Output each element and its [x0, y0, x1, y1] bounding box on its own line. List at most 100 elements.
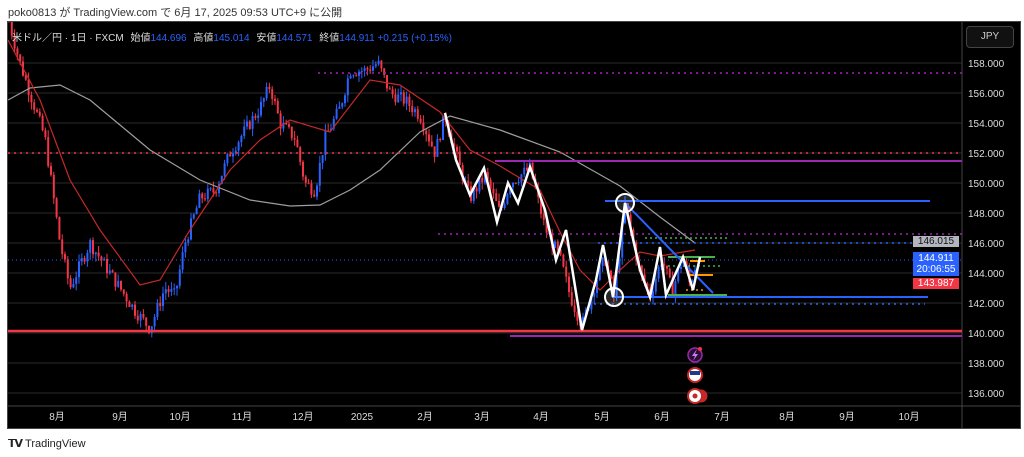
chart-pane[interactable] — [7, 21, 1021, 429]
currency-button[interactable]: JPY — [966, 26, 1014, 48]
candle-body — [531, 162, 534, 179]
candle-body — [610, 270, 612, 279]
symbol-legend: 米ドル／円 · 1日 · FXCM 始値144.696 高値145.014 安値… — [12, 29, 452, 44]
time-axis-label: 5月 — [594, 411, 610, 423]
time-axis-label: 8月 — [49, 411, 65, 423]
candle-body — [164, 289, 167, 294]
candle-body — [556, 241, 559, 250]
candle-body — [206, 188, 209, 200]
candle-body — [64, 254, 66, 260]
candle-body — [542, 213, 545, 220]
candle-body — [478, 177, 481, 192]
candle-body — [408, 96, 411, 107]
ma-long-line — [8, 84, 696, 244]
price-axis-label: 138.000 — [968, 359, 1005, 370]
candle-body — [366, 68, 369, 70]
price-axis-label: 142.000 — [968, 299, 1005, 310]
candle-body — [72, 283, 75, 288]
time-axis-label: 9月 — [112, 411, 128, 423]
candle-body — [624, 203, 626, 223]
candle-body — [388, 88, 391, 90]
candle-body — [467, 180, 470, 187]
candle-body — [10, 22, 13, 36]
candle-body — [590, 296, 593, 310]
candle-body — [358, 71, 360, 76]
candle-body — [503, 203, 506, 209]
candle-body — [332, 118, 335, 129]
tradingview-logo[interactable]: 𝗧𝗩 TradingView — [8, 437, 86, 451]
candle-body — [8, 18, 10, 22]
candle-body — [310, 183, 313, 195]
time-axis-label: 11月 — [232, 411, 252, 423]
candle-body — [346, 78, 349, 96]
plot — [8, 18, 962, 338]
candle-body — [150, 326, 153, 333]
candle-body — [19, 54, 22, 62]
time-axis-label: 10月 — [898, 411, 919, 423]
candle-body — [666, 265, 668, 269]
candle-body — [540, 196, 542, 214]
candle-body — [288, 124, 290, 127]
candle-body — [276, 100, 279, 114]
candle-body — [456, 146, 458, 152]
high-label: 高値 — [193, 33, 214, 44]
symbol-name[interactable]: 米ドル／円 · 1日 · FXCM — [12, 33, 124, 44]
candle-body — [153, 316, 156, 327]
candle-body — [383, 68, 386, 76]
candle-body — [498, 200, 500, 207]
candle-body — [565, 266, 568, 277]
candle-body — [363, 68, 366, 72]
candle-body — [237, 142, 240, 151]
candle-body — [618, 257, 621, 272]
time-axis-label: 2025 — [351, 412, 374, 423]
candle-body — [148, 325, 150, 333]
time-axis-label: 4月 — [533, 411, 549, 423]
candle-body — [512, 182, 514, 188]
candle-body — [47, 137, 50, 167]
high-value: 145.014 — [213, 33, 250, 44]
candle-body — [374, 64, 377, 67]
candle-body — [380, 60, 383, 69]
time-axis-label: 9月 — [839, 411, 855, 423]
candle-body — [492, 188, 495, 194]
low-value: 144.571 — [276, 33, 313, 44]
candle-body — [341, 103, 344, 107]
candle-body — [372, 66, 374, 71]
descending-trendline — [624, 202, 714, 294]
candle-body — [229, 154, 232, 157]
price-axis-label: 150.000 — [968, 179, 1005, 190]
candle-body — [232, 153, 234, 157]
published-info: poko0813 が TradingView.com で 6月 17, 2025… — [8, 7, 343, 19]
candle-body — [526, 167, 528, 171]
candle-body — [61, 239, 64, 255]
candle-body — [615, 271, 618, 297]
candle-body — [489, 179, 492, 189]
candle-body — [509, 187, 512, 195]
candle-body — [134, 304, 136, 316]
candle-body — [416, 109, 419, 119]
time-axis-label: 8月 — [779, 411, 795, 423]
candle-body — [187, 239, 190, 243]
candle-body — [400, 92, 402, 95]
last-price-tag: 144.911 20:06:55 — [913, 252, 959, 276]
candle-body — [296, 139, 299, 148]
candle-body — [223, 163, 226, 176]
candle-body — [204, 198, 206, 200]
candle-body — [201, 193, 204, 199]
candle-body — [646, 283, 649, 289]
candle-body — [321, 155, 324, 163]
candle-body — [654, 278, 657, 292]
candle-body — [226, 154, 229, 164]
candle-body — [136, 315, 139, 321]
price-axis-label: 154.000 — [968, 119, 1005, 130]
candle-body — [414, 109, 416, 113]
candle-body — [274, 98, 276, 101]
candle-body — [422, 122, 425, 131]
candle-body — [677, 268, 680, 282]
candle-body — [120, 280, 122, 290]
price-axis-label: 148.000 — [968, 209, 1005, 220]
candle-body — [453, 143, 456, 147]
candle-body — [178, 269, 181, 286]
candle-body — [433, 146, 436, 157]
